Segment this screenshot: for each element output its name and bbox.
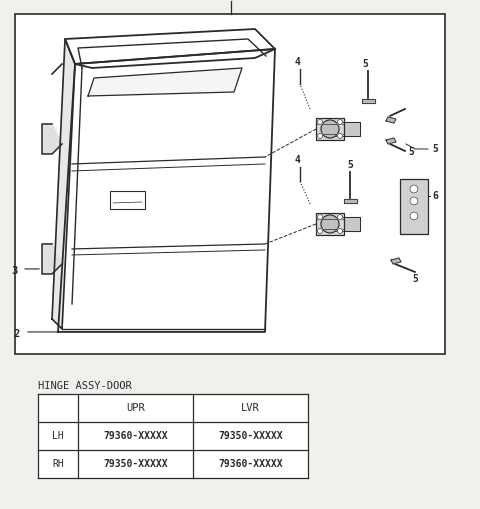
Text: 3: 3 bbox=[12, 266, 18, 276]
Text: 5: 5 bbox=[432, 144, 438, 154]
Bar bbox=[15, 14, 445, 354]
Bar bbox=[400, 179, 428, 234]
Circle shape bbox=[321, 215, 339, 233]
Circle shape bbox=[337, 214, 343, 219]
Text: 2: 2 bbox=[14, 329, 20, 339]
Text: 6: 6 bbox=[432, 191, 438, 201]
Text: 5: 5 bbox=[412, 274, 418, 284]
Text: 4: 4 bbox=[295, 155, 301, 165]
Bar bbox=[316, 118, 344, 140]
Circle shape bbox=[410, 197, 418, 205]
Polygon shape bbox=[386, 117, 396, 123]
Polygon shape bbox=[386, 138, 396, 144]
Bar bbox=[316, 213, 344, 235]
Circle shape bbox=[321, 120, 339, 138]
Circle shape bbox=[337, 133, 343, 138]
Circle shape bbox=[337, 120, 343, 125]
Polygon shape bbox=[330, 122, 360, 136]
Polygon shape bbox=[362, 99, 375, 103]
Text: 5: 5 bbox=[408, 147, 414, 157]
Text: HINGE ASSY-DOOR: HINGE ASSY-DOOR bbox=[38, 381, 132, 391]
Circle shape bbox=[317, 133, 323, 138]
Text: 79360-XXXXX: 79360-XXXXX bbox=[103, 431, 168, 441]
Text: LH: LH bbox=[52, 431, 64, 441]
Text: 5: 5 bbox=[362, 59, 368, 69]
Polygon shape bbox=[391, 258, 401, 264]
Text: 4: 4 bbox=[295, 57, 301, 67]
Polygon shape bbox=[52, 39, 75, 329]
Bar bbox=[110, 191, 145, 209]
Text: 5: 5 bbox=[347, 160, 353, 170]
Polygon shape bbox=[42, 244, 62, 274]
Polygon shape bbox=[344, 199, 357, 203]
Circle shape bbox=[410, 212, 418, 220]
Polygon shape bbox=[330, 217, 360, 231]
Text: UPR: UPR bbox=[126, 403, 145, 413]
Text: LVR: LVR bbox=[241, 403, 260, 413]
Polygon shape bbox=[88, 68, 242, 96]
Circle shape bbox=[317, 229, 323, 234]
Polygon shape bbox=[42, 124, 62, 154]
Text: 79350-XXXXX: 79350-XXXXX bbox=[103, 459, 168, 469]
Circle shape bbox=[337, 229, 343, 234]
Circle shape bbox=[317, 214, 323, 219]
Text: 79350-XXXXX: 79350-XXXXX bbox=[218, 431, 283, 441]
Text: RH: RH bbox=[52, 459, 64, 469]
Bar bbox=[38, 394, 308, 478]
Text: 79360-XXXXX: 79360-XXXXX bbox=[218, 459, 283, 469]
Polygon shape bbox=[65, 29, 275, 64]
Circle shape bbox=[410, 185, 418, 193]
Polygon shape bbox=[58, 49, 275, 332]
Circle shape bbox=[317, 120, 323, 125]
